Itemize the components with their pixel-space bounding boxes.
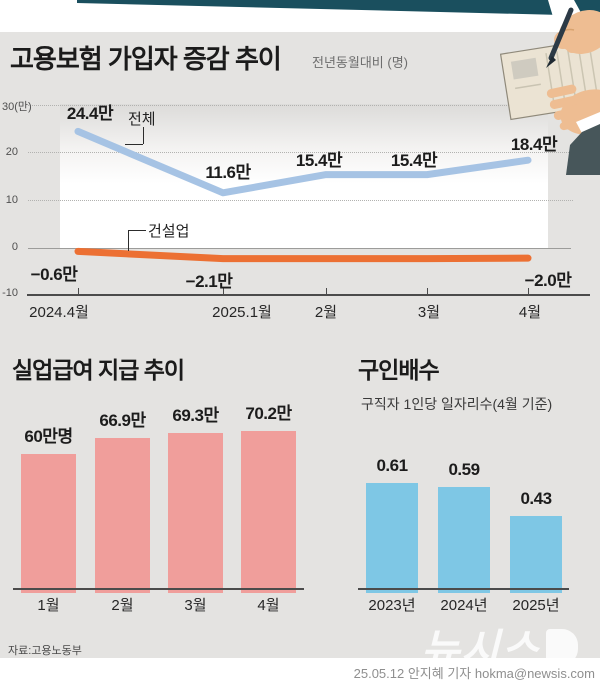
section-title: 구인배수 — [358, 357, 440, 383]
category-label: 4월 — [257, 597, 280, 614]
top-cuff-shape — [548, 0, 585, 27]
gridline-10 — [28, 200, 573, 201]
bar-column: 0.59 — [429, 460, 499, 593]
bar-jan — [21, 454, 76, 593]
category-label: 2023년 — [368, 597, 416, 614]
axis-tick — [528, 288, 529, 294]
section-subtitle: 구직자 1인당 일자리수(4월 기준) — [361, 396, 553, 412]
top-sleeve-shape — [77, 0, 600, 30]
point-label-construction-2: −2.1만 — [185, 272, 233, 291]
bar-value-label: 0.59 — [448, 460, 480, 479]
bar-apr — [241, 431, 296, 593]
bar-value-label: 70.2만 — [245, 404, 292, 423]
page-title: 고용보험 가입자 증감 추이 — [10, 44, 282, 74]
bar-value-label: 66.9만 — [99, 411, 146, 430]
y-tick-label: 10 — [5, 194, 18, 206]
bar-axis — [358, 588, 569, 590]
page-subtitle: 전년동월대비 (명) — [312, 55, 408, 70]
category-label: 2024년 — [440, 597, 488, 614]
bar-2025 — [510, 516, 562, 593]
newsis-logo-text: 뉴시스 — [421, 626, 540, 673]
y-tick-label: -10 — [2, 287, 18, 299]
bar-value-label: 60만명 — [24, 427, 73, 446]
category-label: 2025년 — [512, 597, 560, 614]
bar-column: 60만명 — [11, 422, 86, 593]
gridline-20 — [28, 152, 573, 153]
y-tick-label: 20 — [5, 146, 18, 158]
bar-2024 — [438, 487, 490, 593]
y-tick-label: 0 — [11, 241, 18, 253]
employment-insurance-line-chart: 30(만) 20 10 0 -10 24.4만 전체 11.6만 15.4만 1… — [0, 85, 600, 325]
byline: 25.05.12 안지혜 기자 hokma@newsis.com — [353, 666, 595, 680]
category-label: 2월 — [111, 597, 134, 614]
newsis-logo-mark — [545, 628, 578, 665]
category-label: 3월 — [184, 597, 207, 614]
bar-mar — [168, 433, 223, 593]
x-tick-label: 2024.4월 — [29, 304, 89, 321]
axis-tick — [326, 288, 327, 294]
point-label-total-2: 11.6만 — [205, 163, 251, 182]
data-source: 자료:고용노동부 — [8, 645, 82, 657]
construction-line-series — [74, 247, 532, 263]
x-tick-label: 3월 — [417, 304, 441, 321]
axis-tick — [223, 288, 224, 294]
x-tick-label: 2월 — [314, 304, 338, 321]
bar-value-label: 69.3만 — [172, 406, 219, 425]
total-callout-line — [125, 144, 143, 145]
point-label-total-4: 15.4만 — [390, 151, 438, 170]
total-line-series — [74, 127, 532, 197]
zero-line — [28, 248, 571, 249]
legend-total: 전체 — [128, 111, 156, 128]
bar-column: 0.61 — [357, 456, 427, 593]
x-tick-label: 2025.1월 — [212, 304, 272, 321]
gridline-30 — [28, 105, 573, 106]
bar-value-label: 0.43 — [520, 489, 552, 508]
category-label: 1월 — [37, 597, 60, 614]
bar-feb — [95, 438, 150, 593]
bar-column: 70.2만 — [231, 399, 306, 593]
bar-2023 — [366, 483, 418, 593]
construction-callout-line — [128, 230, 146, 231]
x-tick-label: 4월 — [518, 304, 542, 321]
x-axis — [27, 294, 590, 296]
bar-column: 0.43 — [501, 489, 571, 593]
bar-value-label: 0.61 — [376, 456, 408, 475]
point-label-construction-1: −0.6만 — [30, 265, 78, 284]
newsis-watermark: 뉴시스 — [421, 616, 578, 677]
bar-column: 69.3만 — [158, 401, 233, 593]
unemployment-benefit-bar-chart: 실업급여 지급 추이 60만명 66.9만 69.3만 70.2만 1월 2월 … — [0, 345, 330, 625]
axis-tick — [427, 288, 428, 294]
construction-callout-line — [128, 230, 129, 251]
line-series-canvas — [74, 127, 532, 263]
point-label-total-3: 15.4만 — [295, 151, 343, 170]
point-label-total-5: 18.4만 — [510, 135, 558, 154]
point-label-construction-3: −2.0만 — [524, 271, 572, 290]
section-title: 실업급여 지급 추이 — [12, 357, 185, 383]
legend-construction: 건설업 — [148, 223, 190, 240]
job-openings-ratio-bar-chart: 구인배수 구직자 1인당 일자리수(4월 기준) 0.61 0.59 0.43 … — [330, 345, 600, 625]
axis-tick — [78, 288, 79, 294]
bar-axis — [13, 588, 304, 590]
bar-column: 66.9만 — [85, 406, 160, 593]
point-label-total-1: 24.4만 — [66, 104, 114, 123]
total-callout-line — [143, 127, 144, 144]
y-tick-label: 30(만) — [2, 101, 32, 113]
